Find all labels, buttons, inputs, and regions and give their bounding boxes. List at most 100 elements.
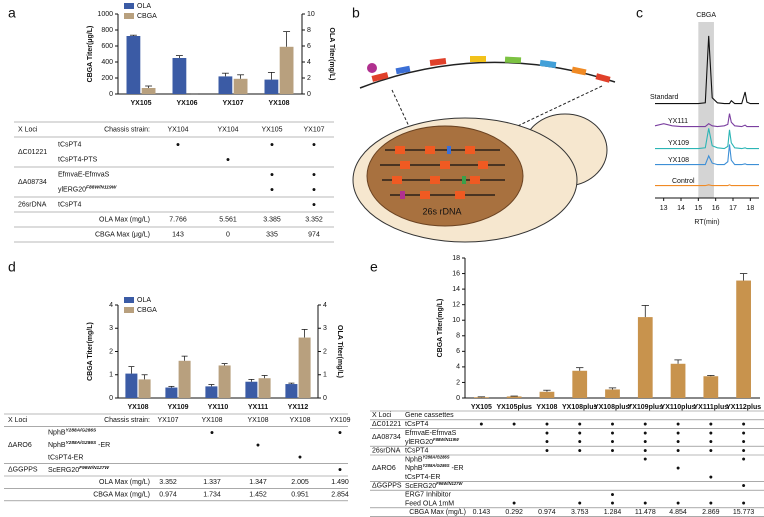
summary-value: 0.974 — [159, 491, 177, 498]
summary-value: 1.284 — [604, 509, 622, 516]
trace-label: Standard — [650, 94, 679, 101]
y-tick-label: 16 — [452, 270, 460, 277]
presence-dot: ● — [643, 456, 647, 463]
presence-dot: ● — [709, 474, 713, 481]
presence-dot: ● — [676, 465, 680, 472]
bar — [205, 386, 218, 398]
bar — [258, 378, 271, 398]
legend-swatch — [124, 297, 134, 303]
y2-tick-label: 8 — [307, 27, 311, 34]
summary-value: 4.854 — [669, 509, 687, 516]
presence-dot: ● — [312, 171, 316, 178]
y2-axis-title: OLA Titer(mg/L) — [328, 28, 335, 81]
gene-name: EfmvaE-EfmvaS — [58, 171, 110, 178]
presence-dot: ● — [512, 500, 516, 507]
x-tick-label: YX108 — [536, 404, 557, 411]
summary-label: CBGA Max (mg/L) — [93, 491, 150, 498]
bar — [138, 379, 151, 398]
summary-value: 3.352 — [305, 216, 323, 223]
bar — [298, 337, 311, 398]
presence-dot: ● — [676, 439, 680, 446]
bar — [172, 58, 187, 94]
locus: ΔA08734 — [18, 179, 47, 186]
y2-tick-label: 6 — [307, 43, 311, 50]
column-header: YX108 — [247, 417, 268, 424]
gene-name: NphB — [405, 456, 423, 463]
legend-swatch — [124, 307, 134, 313]
y2-tick-label: 10 — [307, 11, 315, 18]
gene-block — [395, 65, 411, 75]
gene-cassette: tCsPT4 — [405, 421, 428, 428]
presence-dot: ● — [610, 439, 614, 446]
gene-mutation: Y288A/G286S — [423, 463, 450, 468]
bar — [605, 389, 620, 398]
y-tick-label: 200 — [101, 75, 113, 82]
gene-name: tCsPT4 — [58, 141, 81, 148]
y-tick-label: 0 — [109, 91, 113, 98]
presence-dot: ● — [676, 430, 680, 437]
summary-value: 143 — [172, 231, 184, 238]
presence-dot: ● — [741, 439, 745, 446]
x-tick-label: YX111plus — [694, 404, 729, 411]
summary-label: CBGA Max (mg/L) — [409, 509, 466, 516]
presence-dot: ● — [312, 186, 316, 193]
gene-name: ERG7 Inhibitor — [405, 491, 452, 498]
locus: 26srDNA — [18, 201, 47, 208]
presence-dot: ● — [610, 500, 614, 507]
presence-dot: ● — [210, 429, 214, 436]
summary-value: 974 — [308, 231, 320, 238]
summary-value: 5.561 — [219, 216, 237, 223]
presence-dot: ● — [545, 430, 549, 437]
gene-cassette: ScERG20F96W/N127W — [405, 480, 463, 489]
x-tick-label: YX105 — [130, 100, 151, 107]
site — [470, 176, 480, 184]
site — [430, 176, 440, 184]
column-header: YX109 — [329, 417, 350, 424]
site — [440, 161, 450, 169]
y-tick-label: 8 — [456, 333, 460, 340]
x-tick-label: YX108plus' — [594, 404, 631, 411]
column-header: YX107 — [303, 126, 324, 133]
column-header: YX105 — [261, 126, 282, 133]
locus: ΔARO6 — [372, 465, 396, 472]
presence-dot: ● — [479, 421, 483, 428]
x-tick-label: YX105 — [471, 404, 492, 411]
summary-value: 1.337 — [203, 479, 221, 486]
table-header: X Loci — [372, 412, 392, 419]
construct-diagram: 26s rDNA — [352, 56, 616, 243]
summary-value: 0.951 — [291, 491, 309, 498]
presence-dot: ● — [643, 447, 647, 454]
site — [400, 161, 410, 169]
presence-dot: ● — [578, 439, 582, 446]
gene-cassette: EfmvaE-EfmvaS — [58, 171, 110, 178]
presence-dot: ● — [709, 500, 713, 507]
presence-dot: ● — [578, 430, 582, 437]
presence-dot: ● — [643, 430, 647, 437]
y-tick-label: 1 — [109, 372, 113, 379]
legend-label: OLA — [137, 3, 151, 10]
bar — [474, 397, 489, 398]
chart-title: CBGA — [696, 12, 716, 19]
panel-letter: b — [352, 5, 360, 21]
summary-value: 15.773 — [733, 509, 755, 516]
y2-tick-label: 0 — [323, 395, 327, 402]
presence-dot: ● — [312, 201, 316, 208]
y-tick-label: 400 — [101, 59, 113, 66]
y-tick-label: 2 — [109, 348, 113, 355]
bar — [736, 280, 751, 398]
summary-value: 1.452 — [249, 491, 267, 498]
gene-block — [429, 58, 447, 66]
presence-dot: ● — [338, 467, 342, 474]
gene-name: EfmvaE-EfmvaS — [405, 430, 457, 437]
gene-suffix: -ER — [98, 442, 110, 449]
trace-label: YX111 — [668, 118, 688, 125]
presence-dot: ● — [709, 447, 713, 454]
gene-cassette: ylERG20F88W/N119W — [58, 184, 117, 193]
x-tick-label: YX108plus — [562, 404, 598, 411]
presence-dot: ● — [512, 421, 516, 428]
y-tick-label: 4 — [456, 364, 460, 371]
gene-cassette: ERG7 Inhibitor — [405, 491, 452, 498]
summary-value: 2.869 — [702, 509, 720, 516]
summary-label: OLA Max (mg/L) — [99, 479, 150, 486]
gene-cassette: NphBY288A/G286S — [48, 427, 97, 436]
